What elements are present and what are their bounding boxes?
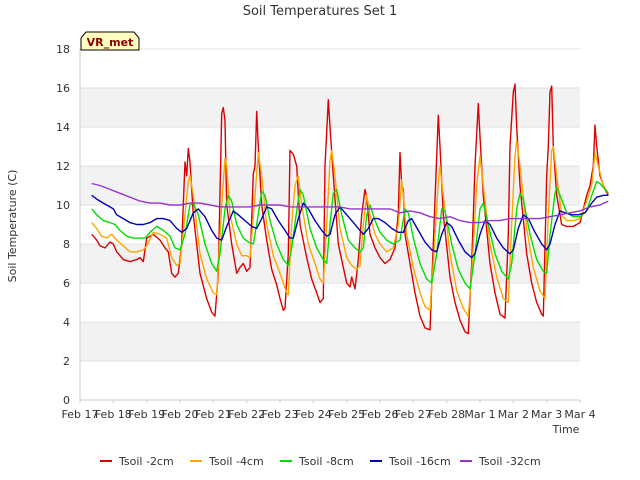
legend-label: Tsoil -8cm xyxy=(298,455,354,468)
x-tick-label: Feb 21 xyxy=(195,408,232,421)
series-line xyxy=(91,139,609,317)
badge-label: VR_met xyxy=(87,36,134,49)
y-tick-label: 18 xyxy=(56,43,70,56)
legend-label: Tsoil -4cm xyxy=(208,455,264,468)
x-axis-title: Time xyxy=(552,423,580,436)
x-tick-label: Feb 18 xyxy=(95,408,132,421)
x-tick-label: Feb 28 xyxy=(428,408,465,421)
series-line xyxy=(91,194,609,259)
y-tick-label: 2 xyxy=(63,355,70,368)
y-tick-label: 4 xyxy=(63,316,70,329)
legend: Tsoil -2cm Tsoil -4cm Tsoil -8cm Tsoil -16c… xyxy=(100,455,541,468)
x-tick-label: Feb 25 xyxy=(328,408,365,421)
badge-shape xyxy=(80,31,140,51)
series-line xyxy=(91,83,609,335)
y-tick-label: 16 xyxy=(56,82,70,95)
x-tick-label: Feb 24 xyxy=(295,408,332,421)
x-tick-label: Feb 27 xyxy=(395,408,432,421)
x-tick-label: Feb 20 xyxy=(162,408,199,421)
vr-met-badge: VR_met xyxy=(80,31,140,51)
chart-title: Soil Temperatures Set 1 xyxy=(243,4,398,19)
x-tick-label: Mar 4 xyxy=(564,408,595,421)
y-axis: 0 2 4 6 8 10 12 14 16 18 xyxy=(56,43,70,407)
x-tick-label: Feb 23 xyxy=(262,408,299,421)
x-tick-label: Mar 3 xyxy=(531,408,562,421)
legend-label: Tsoil -32cm xyxy=(478,455,541,468)
y-tick-label: 0 xyxy=(63,394,70,407)
series-layer xyxy=(91,83,609,335)
y-tick-label: 6 xyxy=(63,277,70,290)
x-tick-label: Feb 19 xyxy=(128,408,165,421)
x-tick-label: Mar 1 xyxy=(464,408,495,421)
series-line xyxy=(91,180,609,290)
y-tick-label: 8 xyxy=(63,238,70,251)
grid-band xyxy=(80,322,580,361)
x-tick-label: Feb 26 xyxy=(362,408,399,421)
series-line xyxy=(91,182,609,224)
y-tick-label: 12 xyxy=(56,160,70,173)
x-tick-label: Feb 22 xyxy=(228,408,265,421)
y-axis-title: Soil Temperature (C) xyxy=(6,170,19,283)
y-tick-label: 10 xyxy=(56,199,70,212)
x-tick-label: Mar 2 xyxy=(498,408,529,421)
x-tick-label: Feb 17 xyxy=(62,408,99,421)
legend-label: Tsoil -16cm xyxy=(388,455,451,468)
legend-label: Tsoil -2cm xyxy=(118,455,174,468)
y-tick-label: 14 xyxy=(56,121,70,134)
